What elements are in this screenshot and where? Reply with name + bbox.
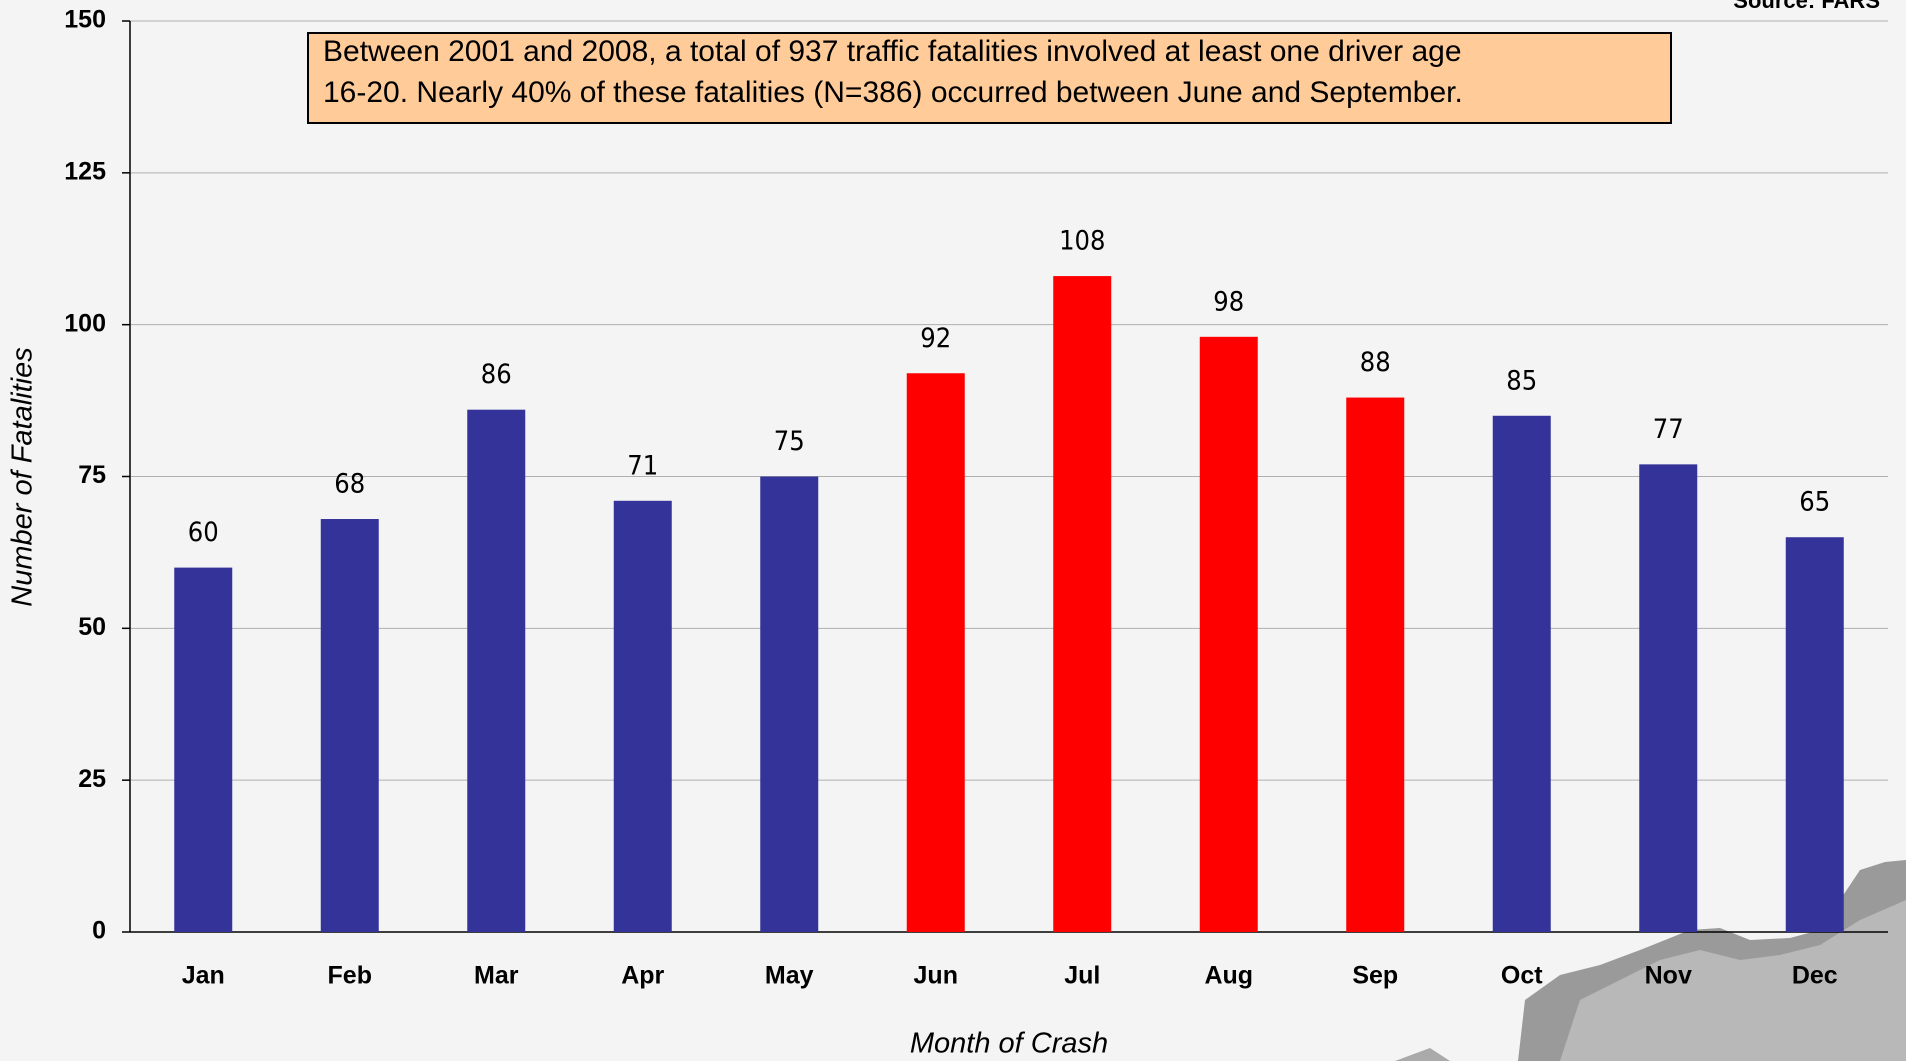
x-axis-label: Month of Crash [910, 1028, 1108, 1060]
y-tick-label: 150 [64, 6, 106, 34]
x-tick-label: Oct [1501, 962, 1543, 990]
x-tick-label: Mar [474, 962, 519, 990]
y-tick-label: 50 [78, 613, 106, 641]
y-tick-label: 125 [64, 157, 106, 185]
value-label: 98 [1213, 286, 1244, 317]
value-label: 92 [920, 323, 951, 354]
x-tick-label: Nov [1645, 962, 1692, 990]
x-tick-label: Sep [1352, 962, 1398, 990]
value-label: 71 [627, 450, 658, 481]
source: Source: FARS [1733, 0, 1880, 13]
annotation: Between 2001 and 2008, a total of 937 tr… [323, 35, 1462, 68]
x-tick-label: Dec [1792, 962, 1838, 990]
value-label: 75 [774, 426, 805, 457]
y-tick-label: 25 [78, 765, 106, 793]
value-label: 85 [1506, 365, 1537, 396]
value-label: 77 [1653, 414, 1684, 445]
y-tick-label: 100 [64, 309, 106, 337]
bar [613, 500, 672, 932]
value-label: 86 [481, 359, 512, 390]
y-tick-label: 0 [92, 917, 106, 945]
y-tick-label: 75 [78, 461, 106, 489]
x-tick-label: Jan [182, 962, 225, 990]
value-label: 60 [188, 517, 219, 548]
mountain-decoration [1395, 860, 1906, 1061]
y-axis-label: Number of Fatalities [7, 347, 39, 607]
value-label: 88 [1360, 347, 1391, 378]
x-tick-label: Jul [1064, 962, 1100, 990]
bar [760, 476, 819, 932]
x-tick-label: Feb [328, 962, 372, 990]
bar [1785, 537, 1844, 932]
value-label: 65 [1799, 487, 1830, 518]
x-tick-label: Aug [1204, 962, 1253, 990]
bar [1053, 276, 1112, 933]
bar [467, 409, 526, 932]
bar [906, 373, 965, 933]
x-tick-label: Apr [621, 962, 664, 990]
value-label: 108 [1059, 226, 1105, 257]
bar [1199, 336, 1258, 932]
annotation-box [307, 32, 1672, 124]
x-tick-label: Jun [914, 962, 958, 990]
x-tick-label: May [765, 962, 814, 990]
bar [320, 519, 379, 932]
bar [174, 567, 233, 932]
bar [1492, 415, 1551, 932]
bar [1346, 397, 1405, 933]
bar [1639, 464, 1698, 932]
annotation: 16-20. Nearly 40% of these fatalities (N… [323, 76, 1463, 109]
value-label: 68 [334, 469, 365, 500]
